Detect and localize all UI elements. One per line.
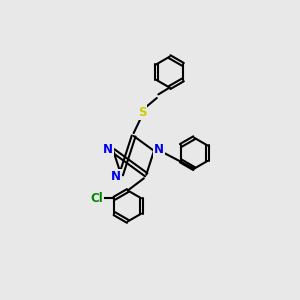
Text: N: N: [111, 170, 121, 183]
Text: Cl: Cl: [90, 192, 103, 205]
Text: S: S: [138, 106, 146, 119]
Text: N: N: [154, 143, 164, 156]
Text: N: N: [103, 143, 113, 156]
